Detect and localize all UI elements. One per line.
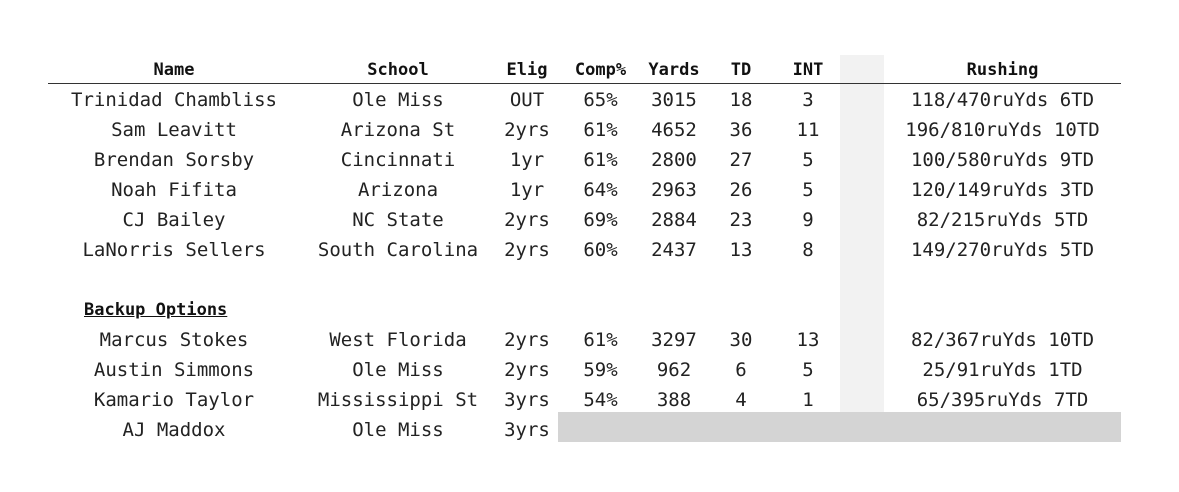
cell-int: 5: [802, 359, 814, 381]
cell-school: South Carolina: [317, 239, 479, 261]
cell-comp: 61%: [583, 119, 618, 141]
cell-elig: 1yr: [509, 179, 545, 201]
cell-name: Noah Fifita: [111, 179, 237, 201]
cell-name: Trinidad Chambliss: [71, 89, 277, 111]
cell-yards: 2437: [651, 239, 697, 261]
cell-name: Brendan Sorsby: [93, 149, 255, 171]
cell-name: LaNorris Sellers: [82, 239, 266, 261]
cell-int: 9: [802, 209, 814, 231]
cell-elig: 2yrs: [504, 359, 550, 381]
cell-yards: 2884: [651, 209, 697, 231]
cell-school: Ole Miss: [352, 419, 444, 441]
cell-comp: 59%: [583, 359, 618, 381]
cell-school: Arizona St: [340, 119, 456, 141]
shaded-empty-cells: [558, 412, 1121, 442]
header-td: TD: [730, 60, 752, 80]
cell-yards: 388: [656, 389, 692, 411]
cell-name: Kamario Taylor: [93, 389, 255, 411]
cell-rushing: 82/215ruYds 5TD: [916, 209, 1089, 231]
cell-yards: 3015: [651, 89, 697, 111]
cell-comp: 60%: [583, 239, 618, 261]
cell-school: Ole Miss: [352, 89, 444, 111]
cell-name: CJ Bailey: [122, 209, 226, 231]
cell-name: Austin Simmons: [93, 359, 255, 381]
cell-comp: 64%: [583, 179, 618, 201]
shaded-spacer-column: [840, 55, 884, 442]
cell-td: 6: [735, 359, 747, 381]
header-rushing: Rushing: [966, 60, 1039, 80]
cell-int: 13: [796, 329, 820, 351]
cell-rushing: 25/91ruYds 1TD: [922, 359, 1083, 381]
cell-yards: 4652: [651, 119, 697, 141]
cell-int: 3: [802, 89, 814, 111]
cell-comp: 61%: [583, 149, 618, 171]
cell-rushing: 196/810ruYds 10TD: [905, 119, 1100, 141]
cell-yards: 2800: [651, 149, 697, 171]
cell-elig: OUT: [509, 89, 545, 111]
cell-name: Sam Leavitt: [111, 119, 237, 141]
cell-comp: 69%: [583, 209, 618, 231]
cell-td: 13: [729, 239, 753, 261]
cell-td: 26: [729, 179, 753, 201]
header-int: INT: [792, 60, 824, 80]
cell-school: Mississippi St: [317, 389, 479, 411]
cell-comp: 61%: [583, 329, 618, 351]
cell-elig: 1yr: [509, 149, 545, 171]
cell-rushing: 82/367ruYds 10TD: [910, 329, 1095, 351]
cell-rushing: 149/270ruYds 5TD: [910, 239, 1095, 261]
section-backup-options: Backup Options: [84, 300, 228, 320]
cell-td: 27: [729, 149, 753, 171]
cell-yards: 2963: [651, 179, 697, 201]
cell-rushing: 65/395ruYds 7TD: [916, 389, 1089, 411]
cell-rushing: 100/580ruYds 9TD: [910, 149, 1095, 171]
cell-comp: 65%: [583, 89, 618, 111]
cell-int: 11: [796, 119, 820, 141]
cell-elig: 2yrs: [504, 209, 550, 231]
cell-td: 36: [729, 119, 753, 141]
cell-td: 30: [729, 329, 753, 351]
header-comp-pct: Comp%: [574, 60, 627, 80]
cell-rushing: 120/149ruYds 3TD: [910, 179, 1095, 201]
cell-yards: 3297: [651, 329, 697, 351]
cell-comp: 54%: [583, 389, 618, 411]
cell-name: Marcus Stokes: [99, 329, 249, 351]
cell-int: 5: [802, 149, 814, 171]
cell-int: 8: [802, 239, 814, 261]
cell-elig: 2yrs: [504, 329, 550, 351]
cell-school: Cincinnati: [340, 149, 456, 171]
cell-elig: 3yrs: [504, 389, 550, 411]
cell-int: 5: [802, 179, 814, 201]
cell-school: West Florida: [329, 329, 467, 351]
cell-int: 1: [802, 389, 814, 411]
header-name: Name: [153, 60, 195, 80]
cell-school: NC State: [352, 209, 444, 231]
header-divider: [48, 83, 1121, 84]
cell-td: 4: [735, 389, 747, 411]
cell-elig: 2yrs: [504, 239, 550, 261]
header-yards: Yards: [648, 60, 700, 80]
cell-td: 23: [729, 209, 753, 231]
cell-name: AJ Maddox: [122, 419, 226, 441]
cell-yards: 962: [656, 359, 692, 381]
cell-td: 18: [729, 89, 753, 111]
header-school: School: [367, 60, 429, 80]
cell-rushing: 118/470ruYds 6TD: [910, 89, 1095, 111]
cell-elig: 3yrs: [504, 419, 550, 441]
cell-elig: 2yrs: [504, 119, 550, 141]
cell-school: Ole Miss: [352, 359, 444, 381]
cell-school: Arizona: [357, 179, 439, 201]
header-elig: Elig: [506, 60, 548, 80]
